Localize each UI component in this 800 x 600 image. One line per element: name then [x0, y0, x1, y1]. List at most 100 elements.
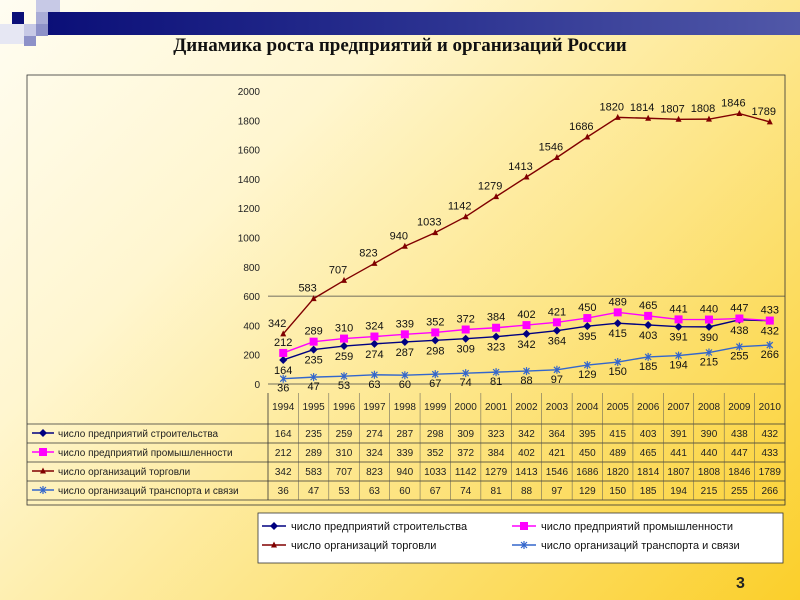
decor-square	[24, 24, 36, 36]
data-label: 391	[669, 332, 687, 344]
table-cell: 60	[399, 486, 411, 497]
data-label: 255	[730, 351, 748, 363]
table-cell: 310	[336, 448, 353, 459]
data-point	[613, 319, 622, 328]
x-tick-label: 2000	[455, 402, 478, 413]
y-tick-label: 0	[254, 380, 260, 391]
table-cell: 1807	[667, 467, 690, 478]
data-point	[493, 193, 500, 200]
x-tick-label: 1994	[272, 402, 295, 413]
table-cell: 88	[521, 486, 533, 497]
table-cell: 1413	[515, 467, 538, 478]
data-point	[431, 370, 439, 379]
data-label: 583	[298, 283, 316, 295]
data-point	[675, 115, 682, 122]
data-point	[371, 370, 378, 379]
x-tick-label: 2002	[515, 402, 538, 413]
data-label: 1142	[448, 201, 472, 213]
data-label: 450	[578, 302, 596, 314]
data-point	[370, 332, 379, 341]
table-cell: 81	[491, 486, 503, 497]
data-label: 81	[490, 376, 502, 388]
x-tick-label: 1998	[394, 402, 417, 413]
table-row-label: число предприятий строительства	[58, 429, 219, 440]
data-label: 441	[669, 303, 687, 315]
data-point	[613, 308, 622, 317]
y-tick-label: 200	[243, 351, 260, 362]
table-cell: 438	[731, 429, 748, 440]
table-cell: 259	[336, 429, 353, 440]
table-row-label: число предприятий промышленности	[58, 448, 233, 459]
table-cell: 164	[275, 429, 292, 440]
table-cell: 364	[549, 429, 566, 440]
table-cell: 421	[549, 448, 566, 459]
data-label: 402	[517, 309, 535, 321]
data-point	[461, 334, 470, 343]
table-legend-marker	[39, 429, 47, 437]
table-cell: 450	[579, 448, 596, 459]
x-tick-label: 2003	[546, 402, 569, 413]
data-label: 212	[274, 337, 292, 349]
x-tick-label: 2005	[607, 402, 630, 413]
data-label: 823	[359, 247, 377, 259]
y-tick-label: 600	[243, 292, 260, 303]
table-legend-marker	[40, 467, 46, 474]
table-cell: 274	[366, 429, 383, 440]
data-point	[401, 242, 408, 249]
x-tick-label: 2010	[759, 402, 782, 413]
data-label: 129	[578, 369, 596, 381]
table-cell: 74	[460, 486, 472, 497]
data-label: 289	[304, 326, 322, 338]
data-point	[614, 113, 621, 120]
x-tick-label: 1996	[333, 402, 356, 413]
data-label: 403	[639, 330, 657, 342]
data-point	[705, 115, 712, 122]
data-point	[310, 295, 317, 302]
table-cell: 215	[701, 486, 718, 497]
data-point	[735, 342, 743, 351]
data-label: 390	[700, 332, 718, 344]
table-cell: 391	[670, 429, 687, 440]
data-label: 185	[639, 361, 657, 373]
data-point	[552, 318, 561, 327]
table-cell: 97	[551, 486, 563, 497]
data-point	[400, 330, 409, 339]
table-cell: 415	[609, 429, 626, 440]
table-cell: 47	[308, 486, 320, 497]
data-label: 274	[365, 349, 383, 361]
data-point	[340, 342, 349, 351]
data-point	[766, 118, 773, 125]
data-point	[644, 311, 653, 320]
data-point	[645, 114, 652, 121]
data-point	[310, 373, 318, 382]
data-label: 1807	[660, 103, 684, 115]
data-label: 1814	[630, 102, 654, 114]
data-point	[553, 154, 560, 161]
data-point	[431, 328, 440, 337]
data-label: 323	[487, 342, 505, 354]
table-cell: 707	[336, 467, 353, 478]
table-cell: 1820	[607, 467, 630, 478]
table-cell: 342	[518, 429, 535, 440]
table-cell: 298	[427, 429, 444, 440]
x-tick-label: 1995	[302, 402, 325, 413]
legend-label: число предприятий промышленности	[541, 521, 733, 533]
data-point	[736, 110, 743, 117]
data-point	[735, 314, 744, 323]
data-label: 235	[304, 355, 322, 367]
table-cell: 1686	[576, 467, 599, 478]
decor-square	[36, 12, 48, 24]
data-label: 298	[426, 345, 444, 357]
data-label: 364	[548, 336, 566, 348]
decor-square	[36, 0, 60, 12]
table-cell: 432	[761, 429, 778, 440]
data-point	[279, 374, 287, 383]
table-cell: 63	[369, 486, 381, 497]
data-label: 432	[761, 326, 779, 338]
data-label: 352	[426, 316, 444, 328]
table-cell: 940	[397, 467, 414, 478]
data-point	[614, 358, 622, 367]
table-cell: 1142	[455, 467, 477, 478]
table-cell: 1033	[424, 467, 447, 478]
